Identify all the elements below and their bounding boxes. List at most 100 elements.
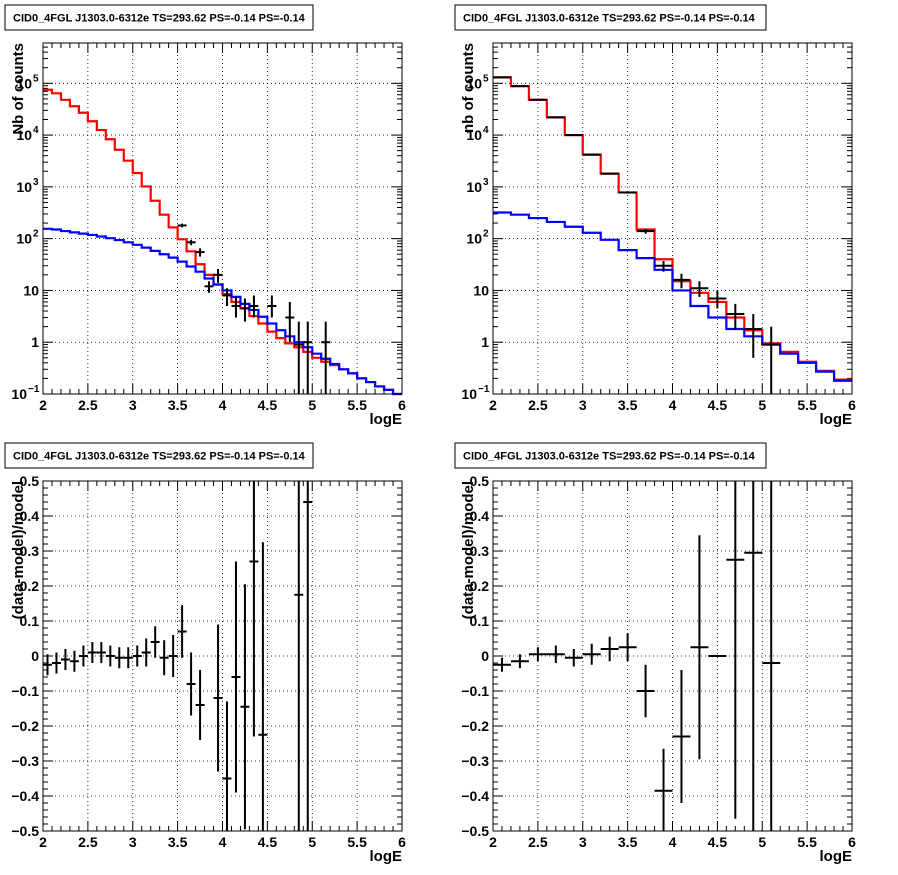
data-point (213, 268, 223, 283)
y-tick-label: 0.3 (470, 543, 490, 559)
x-axis-label: logE (370, 848, 403, 865)
y-tick-label: 10 (461, 386, 477, 402)
y-tick-exponent: 5 (33, 73, 39, 84)
residual-point (303, 481, 313, 831)
y-tick-label: 10 (16, 75, 32, 91)
x-axis-label: logE (820, 848, 853, 865)
data-point (618, 191, 637, 194)
residual-point (258, 542, 268, 831)
chart-panel-1: CID0_4FGL J1303.0-6312e TS=293.62 PS=-0.… (4, 4, 406, 428)
residual-point (195, 670, 205, 740)
x-tick-label: 4 (669, 834, 677, 850)
y-tick-label: −0.2 (11, 718, 39, 734)
residual-point (114, 647, 124, 669)
residual-point (43, 654, 52, 676)
data-point (294, 321, 304, 394)
chart-title-box (454, 442, 767, 469)
data-point (267, 295, 277, 318)
x-tick-label: 5.5 (797, 397, 817, 413)
residual-point (159, 640, 169, 676)
data-point (654, 261, 673, 272)
tick-marks (492, 480, 853, 832)
chart-title-box (4, 442, 314, 469)
x-tick-label: 2.5 (78, 834, 98, 850)
residual-point (123, 647, 133, 669)
data-point (600, 172, 619, 175)
y-tick-label: 10 (16, 179, 32, 195)
data-point (582, 153, 601, 156)
x-tick-label: 5.5 (347, 397, 367, 413)
data-point (195, 248, 205, 257)
residual-point (762, 481, 781, 831)
x-tick-label: 2 (489, 834, 497, 850)
x-tick-label: 2 (39, 397, 47, 413)
x-tick-label: 3.5 (168, 397, 188, 413)
chart-panel-4: CID0_4FGL J1303.0-6312e TS=293.62 PS=-0.… (454, 442, 856, 865)
y-tick-label: 0.1 (20, 613, 40, 629)
x-tick-label: 5 (308, 397, 316, 413)
x-tick-label: 4.5 (708, 397, 728, 413)
chart-title-box (4, 4, 314, 31)
residual-point (726, 481, 745, 819)
data-point (177, 223, 187, 228)
y-tick-label: −0.1 (11, 683, 39, 699)
y-tick-label: 10 (466, 127, 482, 143)
x-tick-label: 3 (129, 397, 137, 413)
residual-point (249, 481, 259, 737)
residual-point (618, 633, 637, 662)
residual-point (672, 670, 691, 803)
x-tick-label: 4 (669, 397, 677, 413)
data-point (636, 228, 655, 234)
y-tick-label: −0.2 (461, 718, 489, 734)
y-tick-exponent: 5 (483, 73, 489, 84)
x-tick-label: 3.5 (168, 834, 188, 850)
x-tick-label: 3.5 (618, 834, 638, 850)
residual-point (186, 652, 196, 716)
y-tick-label: 10 (466, 231, 482, 247)
y-tick-label: 0.5 (20, 473, 40, 489)
x-tick-label: 5.5 (797, 834, 817, 850)
residual-point (168, 635, 178, 677)
data-point (240, 298, 250, 322)
y-tick-exponent: −1 (478, 384, 490, 395)
y-tick-label: 10 (11, 386, 27, 402)
y-tick-label: −0.3 (461, 753, 489, 769)
x-tick-label: 5 (758, 834, 766, 850)
x-tick-label: 4.5 (258, 397, 278, 413)
y-tick-label: 10 (466, 75, 482, 91)
y-axis-label: (data-model)/model (10, 481, 27, 619)
y-tick-label: −0.1 (461, 683, 489, 699)
residual-point (744, 481, 763, 831)
y-tick-label: −0.3 (11, 753, 39, 769)
y-tick-label: 1 (481, 334, 489, 350)
residual-point (564, 649, 583, 667)
x-axis-label: logE (820, 411, 853, 428)
data-point (186, 239, 196, 246)
residual-point (150, 626, 160, 658)
data-point (672, 273, 691, 289)
chart-title: CID0_4FGL J1303.0-6312e TS=293.62 PS=-0.… (13, 13, 306, 25)
y-tick-label: 0.2 (20, 578, 40, 594)
chart-title: CID0_4FGL J1303.0-6312e TS=293.62 PS=-0.… (463, 13, 756, 25)
grid-lines (43, 43, 402, 394)
residual-point (60, 649, 70, 670)
y-tick-exponent: 3 (483, 177, 489, 188)
y-tick-label: 0 (481, 648, 489, 664)
residual-point (510, 654, 529, 669)
y-tick-exponent: 4 (483, 125, 489, 136)
y-tick-label: 10 (473, 282, 489, 298)
plot-frame (42, 42, 403, 395)
x-tick-label: 2 (489, 397, 497, 413)
y-tick-exponent: −1 (28, 384, 40, 395)
grid-lines (493, 481, 852, 831)
y-tick-exponent: 2 (483, 229, 489, 240)
x-tick-label: 2.5 (78, 397, 98, 413)
residual-point (222, 701, 232, 831)
residual-point (69, 650, 79, 672)
residual-point (213, 624, 223, 772)
y-tick-label: 10 (16, 127, 32, 143)
data-point (204, 281, 214, 293)
residual-point (87, 642, 97, 663)
data-point (249, 295, 259, 318)
